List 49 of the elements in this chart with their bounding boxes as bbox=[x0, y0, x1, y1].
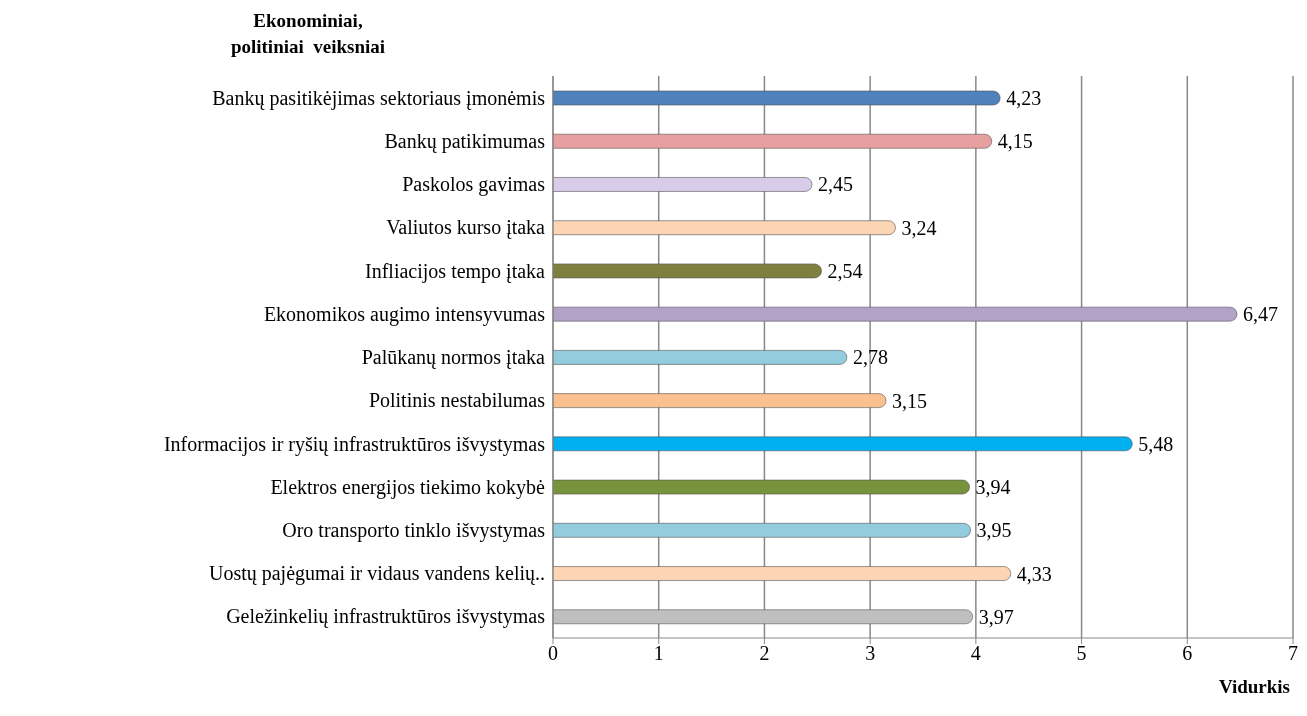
data-label: 3,94 bbox=[975, 476, 1011, 499]
data-label: 3,15 bbox=[892, 389, 927, 412]
bar bbox=[553, 220, 896, 235]
x-tick-label: 0 bbox=[548, 642, 558, 665]
x-tick-label: 1 bbox=[653, 642, 664, 665]
data-label: 4,33 bbox=[1016, 562, 1052, 585]
bar bbox=[553, 523, 971, 538]
x-tick-label: 6 bbox=[1182, 642, 1193, 665]
data-label: 4,15 bbox=[997, 130, 1033, 153]
data-label: 3,97 bbox=[978, 605, 1014, 628]
y-tick-label: Oro transporto tinklo išvystymas bbox=[282, 519, 546, 543]
data-label: 4,23 bbox=[1006, 87, 1042, 109]
y-tick-label: Elektros energijos tiekimo kokybė bbox=[270, 475, 546, 499]
y-tick-label: Informacijos ir ryšių infrastruktūros išvystymas bbox=[163, 432, 546, 456]
bar bbox=[553, 566, 1012, 581]
bar bbox=[553, 90, 1001, 106]
data-label: 2,54 bbox=[827, 259, 863, 282]
x-tick-label: 5 bbox=[1076, 642, 1087, 665]
data-label: 6,47 bbox=[1242, 303, 1278, 326]
x-axis-title: Vidurkis bbox=[1218, 676, 1290, 698]
bar bbox=[553, 609, 973, 625]
data-label: 2,45 bbox=[818, 173, 853, 196]
bar bbox=[553, 263, 822, 279]
x-tick-label: 3 bbox=[865, 642, 876, 665]
x-tick-label: 7 bbox=[1288, 642, 1298, 665]
bar bbox=[553, 436, 1133, 452]
y-tick-label: Politinis nestabilumas bbox=[368, 389, 546, 412]
y-tick-label: Geležinkelių infrastruktūros išvystymas bbox=[226, 605, 546, 629]
y-tick-label: Paskolos gavimas bbox=[402, 173, 546, 197]
y-tick-label: Palūkanų normos įtaka bbox=[361, 346, 546, 370]
y-axis-title: Ekonominiai, politiniai veiksniai bbox=[229, 9, 387, 59]
y-tick-label: Infliacijos tempo įtaka bbox=[365, 259, 546, 283]
data-label: 3,24 bbox=[901, 216, 937, 239]
y-tick-label: Uostų pajėgumai ir vidaus vandens kelių.. bbox=[208, 562, 545, 586]
bar bbox=[553, 350, 848, 365]
bar bbox=[553, 479, 970, 495]
bar bbox=[553, 133, 993, 149]
y-tick-label: Ekonomikos augimo intensyvumas bbox=[263, 302, 546, 326]
data-label: 2,78 bbox=[852, 346, 888, 369]
bar bbox=[553, 177, 813, 192]
y-tick-label: Valiutos kurso įtaka bbox=[386, 216, 546, 240]
y-tick-label: Bankų patikimumas bbox=[384, 129, 546, 153]
data-label: 5,48 bbox=[1138, 432, 1174, 455]
bar bbox=[553, 306, 1238, 322]
x-tick-label: 4 bbox=[970, 642, 981, 665]
x-tick-label: 2 bbox=[759, 642, 770, 665]
bar bbox=[553, 393, 887, 408]
data-label: 3,95 bbox=[976, 519, 1012, 542]
y-tick-label: Bankų pasitikėjimas sektoriaus įmonėmis bbox=[212, 86, 546, 110]
